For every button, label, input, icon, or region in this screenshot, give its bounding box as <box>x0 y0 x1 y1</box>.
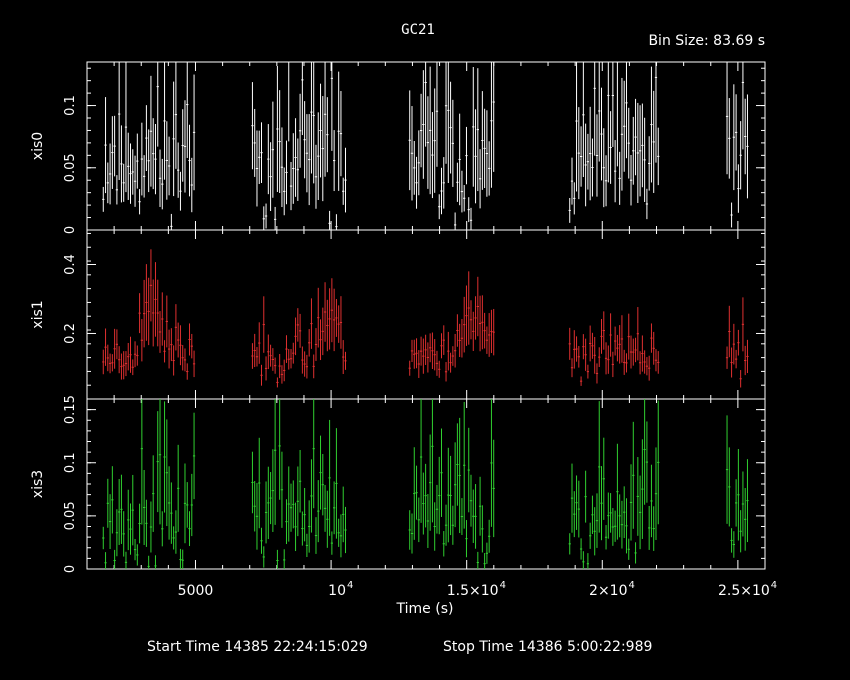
y-tick-label: 0.1 <box>63 95 78 116</box>
x-tick-exponent: 4 <box>771 580 777 591</box>
y-tick-label: 0.05 <box>63 501 78 530</box>
panel-xis0: 0 0.05 0.1 xis0 <box>30 61 766 234</box>
panel-xis1: 0.2 0.4 xis1 <box>30 229 766 400</box>
panels-group: 0 0.05 0.1 xis0 0.2 0.4 xis1 0 0.05 0.1 0.15 xis3 <box>30 61 766 573</box>
y-tick-label: 0.2 <box>63 323 78 344</box>
y-tick-label: 0 <box>63 226 78 234</box>
x-tick-exponent: 4 <box>629 580 635 591</box>
y-tick-label: 0.1 <box>63 452 78 473</box>
y-axis-label-xis3: xis3 <box>30 470 46 498</box>
series-xis3 <box>102 399 749 569</box>
y-tick-label: 0.05 <box>63 153 78 182</box>
panel-xis3: 0 0.05 0.1 0.15 xis3 <box>30 395 766 573</box>
y-axis-label-xis0: xis0 <box>30 132 46 160</box>
y-axis-label-xis1: xis1 <box>30 300 46 328</box>
y-tick-label: 0.4 <box>63 254 78 275</box>
stop-time-label: Stop Time 14386 5:00:22:989 <box>443 639 652 655</box>
start-time-label: Start Time 14385 22:24:15:029 <box>147 639 368 655</box>
x-tick-label: 2.5×10 <box>718 583 770 599</box>
x-tick-label: 1.5×10 <box>447 583 499 599</box>
x-axis-ticks: 5000 10 4 1.5×10 4 2×10 4 2.5×10 4 <box>178 580 778 599</box>
x-tick-label: 5000 <box>178 583 214 599</box>
x-axis-label: Time (s) <box>396 601 454 617</box>
series-xis0 <box>102 62 749 230</box>
x-tick-exponent: 4 <box>347 580 353 591</box>
bin-size-label: Bin Size: 83.69 s <box>648 33 765 49</box>
x-tick-label: 2×10 <box>589 583 627 599</box>
panel-frame-xis1 <box>86 229 766 400</box>
series-xis1 <box>102 249 749 388</box>
y-tick-label: 0.15 <box>63 395 78 424</box>
y-tick-label: 0 <box>63 565 78 573</box>
chart-title: GC21 <box>401 22 435 38</box>
x-tick-label: 10 <box>328 583 346 599</box>
x-tick-exponent: 4 <box>500 580 506 591</box>
